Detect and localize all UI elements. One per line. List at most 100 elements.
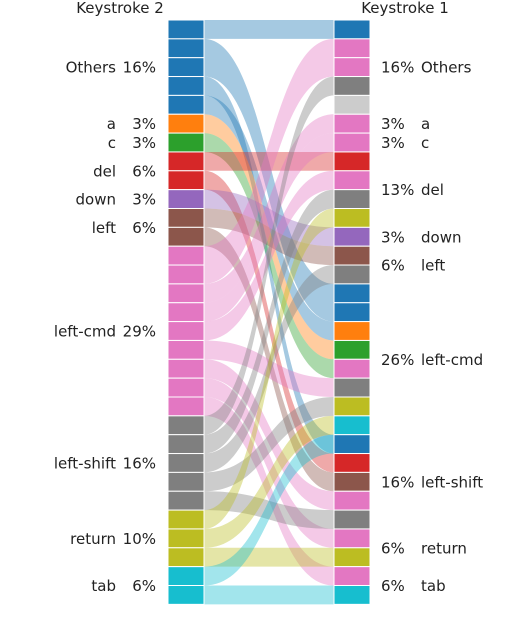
left-block-return-0 bbox=[167, 509, 205, 530]
flow-return-to-del-24 bbox=[204, 208, 334, 529]
right-block-left-1 bbox=[333, 264, 371, 285]
right-label-c: c bbox=[421, 134, 429, 152]
left-block-left-shift-1 bbox=[167, 434, 205, 455]
right-block-del-1 bbox=[333, 170, 371, 191]
right-block-left-cmd-7 bbox=[333, 415, 371, 436]
flow-left-shift-to-left-cmd-22 bbox=[204, 397, 334, 492]
left-block-left-shift-2 bbox=[167, 453, 205, 473]
right-block-del-3 bbox=[333, 208, 371, 228]
right-block-left-cmd-4 bbox=[333, 358, 371, 379]
right-axis-title: Keystroke 1 bbox=[361, 0, 449, 17]
left-block-Others-2 bbox=[167, 57, 205, 78]
left-label-left-shift: left-shift bbox=[54, 454, 116, 472]
flow-left-cmd-to-a-12 bbox=[204, 114, 334, 303]
left-block-Others-3 bbox=[167, 76, 205, 96]
flow-left-cmd-to-del-14 bbox=[204, 170, 334, 341]
flow-Others-to-left-shift-2 bbox=[204, 76, 334, 454]
left-label-left: left bbox=[92, 219, 116, 237]
left-block-left-cmd-0 bbox=[167, 245, 205, 266]
right-block-left-shift-2 bbox=[333, 471, 371, 492]
right-label-a: a bbox=[421, 115, 430, 133]
flow-left-cmd-to-tab-18 bbox=[204, 397, 334, 586]
left-percent-down: 3% bbox=[132, 191, 156, 209]
right-block-left-cmd-6 bbox=[333, 396, 371, 417]
right-percent-left: 6% bbox=[381, 257, 405, 275]
flow-left-cmd-to-Others-11 bbox=[204, 38, 334, 284]
right-percent-Others: 16% bbox=[381, 59, 414, 77]
flow-return-to-left-cmd-25 bbox=[204, 415, 334, 548]
left-block-return-2 bbox=[167, 547, 205, 568]
flow-left-to-left-shift-10 bbox=[204, 227, 334, 492]
left-block-tab-1 bbox=[167, 585, 205, 605]
flow-left-shift-to-Others-19 bbox=[204, 76, 334, 435]
left-block-left-shift-3 bbox=[167, 471, 205, 492]
left-block-c-0 bbox=[167, 132, 205, 153]
right-block-Others-0 bbox=[333, 19, 371, 40]
category-labels: Others 16% a 3% c 3% del 6% down 3% left 6% left-cmd… bbox=[54, 59, 483, 595]
flow-del-to-del-6 bbox=[204, 151, 334, 171]
right-block-left-cmd-1 bbox=[333, 302, 371, 323]
flow-del-to-left-shift-7 bbox=[204, 170, 334, 473]
left-axis-title: Keystroke 2 bbox=[76, 0, 164, 17]
left-percent-left-cmd: 29% bbox=[123, 323, 156, 341]
left-label-del: del bbox=[93, 162, 116, 180]
left-block-down-0 bbox=[167, 189, 205, 209]
left-axis-bars bbox=[167, 19, 205, 605]
right-block-c-0 bbox=[333, 132, 371, 153]
right-percent-a: 3% bbox=[381, 115, 405, 133]
left-block-left-shift-0 bbox=[167, 415, 205, 436]
right-label-left-cmd: left-cmd bbox=[421, 351, 483, 369]
right-label-left-shift: left-shift bbox=[421, 473, 483, 491]
left-percent-return: 10% bbox=[123, 530, 156, 548]
left-block-Others-0 bbox=[167, 19, 205, 40]
right-label-left: left bbox=[421, 257, 445, 275]
right-percent-left-cmd: 26% bbox=[381, 351, 414, 369]
right-block-a-0 bbox=[333, 113, 371, 134]
right-block-left-shift-0 bbox=[333, 434, 371, 455]
flow-tab-to-tab-28 bbox=[204, 585, 334, 605]
left-block-left-1 bbox=[167, 226, 205, 247]
left-block-left-cmd-6 bbox=[167, 358, 205, 379]
left-block-del-1 bbox=[167, 170, 205, 191]
right-label-Others: Others bbox=[421, 59, 472, 77]
left-label-tab: tab bbox=[91, 577, 116, 595]
flow-return-to-return-26 bbox=[204, 547, 334, 567]
right-percent-left-shift: 16% bbox=[381, 473, 414, 491]
left-block-del-0 bbox=[167, 151, 205, 172]
left-block-left-cmd-7 bbox=[167, 377, 205, 398]
right-percent-tab: 6% bbox=[381, 577, 405, 595]
right-axis-bars bbox=[333, 19, 371, 605]
right-block-left-cmd-2 bbox=[333, 321, 371, 341]
right-percent-del: 13% bbox=[381, 181, 414, 199]
left-block-tab-0 bbox=[167, 566, 205, 587]
right-block-down-0 bbox=[333, 226, 371, 247]
left-block-left-cmd-2 bbox=[167, 283, 205, 304]
left-block-left-0 bbox=[167, 208, 205, 228]
flow-left-shift-to-del-20 bbox=[204, 189, 334, 454]
right-label-del: del bbox=[421, 181, 444, 199]
left-block-left-cmd-3 bbox=[167, 302, 205, 323]
flow-Others-to-Others-0 bbox=[204, 20, 334, 39]
right-percent-c: 3% bbox=[381, 134, 405, 152]
right-percent-down: 3% bbox=[381, 228, 405, 246]
left-percent-left: 6% bbox=[132, 219, 156, 237]
left-percent-left-shift: 16% bbox=[123, 454, 156, 472]
left-block-Others-1 bbox=[167, 38, 205, 59]
right-block-del-2 bbox=[333, 189, 371, 209]
flow-a-to-left-cmd-4 bbox=[204, 114, 334, 360]
right-block-return-0 bbox=[333, 528, 371, 549]
left-block-left-cmd-5 bbox=[167, 339, 205, 360]
right-block-del-0 bbox=[333, 151, 371, 172]
flow-left-shift-to-left-21 bbox=[204, 265, 334, 473]
left-block-Others-4 bbox=[167, 94, 205, 115]
left-percent-del: 6% bbox=[132, 162, 156, 180]
flow-left-shift-to-left-shift-23 bbox=[204, 491, 334, 529]
flow-Others-to-left-cmd-1 bbox=[204, 38, 334, 322]
left-label-a: a bbox=[107, 115, 116, 133]
right-block-left-cmd-5 bbox=[333, 377, 371, 398]
left-label-return: return bbox=[70, 530, 116, 548]
flow-left-cmd-to-return-17 bbox=[204, 378, 334, 548]
flow-left-cmd-to-left-shift-16 bbox=[204, 359, 334, 511]
left-block-left-cmd-1 bbox=[167, 264, 205, 285]
flow-ribbons bbox=[204, 20, 334, 605]
